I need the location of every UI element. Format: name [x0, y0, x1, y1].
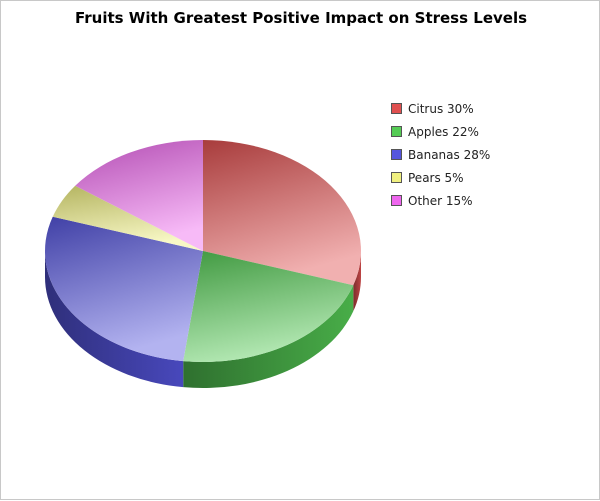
pie-slice-apples [183, 251, 354, 363]
pie-side-bananas [45, 251, 184, 388]
pie-slice-citrus [203, 140, 361, 286]
legend-item-apples: Apples 22% [391, 120, 490, 143]
legend-item-pears: Pears 5% [391, 166, 490, 189]
legend-label: Bananas 28% [408, 147, 491, 162]
legend-item-citrus: Citrus 30% [391, 97, 490, 120]
legend-swatch [391, 149, 402, 160]
chart-title: Fruits With Greatest Positive Impact on … [74, 9, 528, 27]
pie-side-citrus [353, 251, 361, 312]
legend-swatch [391, 103, 402, 114]
legend-item-bananas: Bananas 28% [391, 143, 490, 166]
legend-label: Apples 22% [408, 124, 479, 139]
pie-side-apples [183, 285, 354, 388]
legend-label: Citrus 30% [408, 101, 474, 116]
pie-slice-other [75, 140, 203, 251]
legend-item-other: Other 15% [391, 189, 490, 212]
pie-slice-pears [52, 185, 204, 251]
legend-swatch [391, 195, 402, 206]
legend-label: Pears 5% [408, 170, 464, 185]
legend-swatch [391, 126, 402, 137]
chart-legend: Citrus 30% Apples 22% Bananas 28% Pears 5% O… [391, 97, 490, 212]
legend-swatch [391, 172, 402, 183]
legend-label: Other 15% [408, 193, 473, 208]
pie-slice-bananas [44, 216, 203, 362]
